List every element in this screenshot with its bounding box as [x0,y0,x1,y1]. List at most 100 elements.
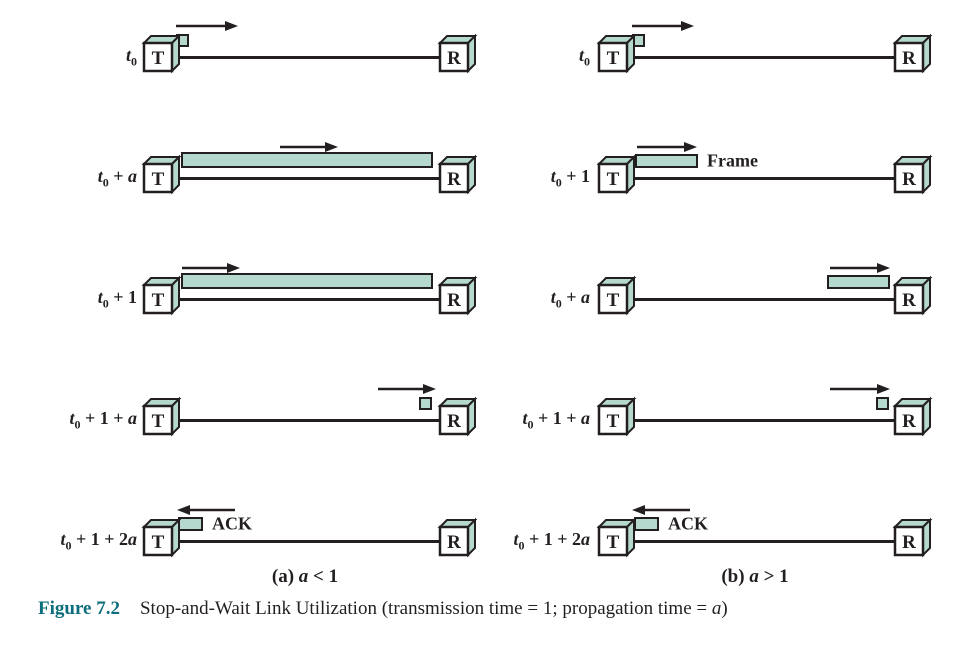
node-letter: T [607,532,620,553]
cube-front-face [142,525,174,557]
time-label-part: a [128,408,137,428]
time-label-part: t [69,408,75,428]
link-line [172,539,440,543]
time-label-part: a [581,529,590,549]
cube-front-face [142,283,174,315]
transmitter-node: T [141,517,182,558]
arrow-right-icon [830,263,890,273]
node-letter: T [607,48,620,69]
time-label: t0 + 1 [550,166,590,190]
receiver-node: R [892,154,933,195]
column-caption-part: a [749,566,759,587]
cube-front-face [438,283,470,315]
arrow-right-icon [378,384,436,394]
time-label: t0 + 1 + 2a [60,529,137,552]
arrow-left-icon [177,505,235,515]
transmitter-node: T [596,517,637,558]
cube-front-face [438,41,470,73]
time-label-part: t [550,166,556,186]
time-label: t0 + a [98,166,137,190]
time-label-part: a [128,529,137,549]
cube-front-face [142,404,174,436]
link-line [627,297,895,301]
time-label-part: 0 [584,54,590,69]
time-label-part: a [581,408,590,428]
time-label-part: 0 [527,417,534,432]
cube-front-face [438,525,470,557]
node-letter: T [607,290,620,311]
time-label: t0 [578,45,590,69]
link-line [627,176,895,180]
time-label-part: t [125,45,131,65]
link-line [172,55,440,59]
link-line [172,176,440,180]
time-label-part: + 1 + [533,408,581,428]
node-letter: R [447,48,461,69]
receiver-node: R [437,33,478,74]
receiver-node: R [437,517,478,558]
time-label: t0 + 1 + 2a [513,529,590,552]
node-letter: T [607,411,620,432]
cube-front-face [893,404,925,436]
figure-number-label: Figure 7.2 [38,598,120,619]
receiver-node: R [437,154,478,195]
transmitter-node: T [141,275,182,316]
time-label: t0 [125,45,137,69]
arrow-right-icon [632,21,694,31]
time-label-part: 0 [131,54,137,69]
node-letter: R [447,532,461,553]
frame-block-label: ACK [668,513,708,534]
node-letter: T [152,290,165,311]
column-caption-part: (b) [721,566,750,587]
time-label-part: 0 [555,175,562,190]
frame-block [181,273,433,289]
transmitter-node: T [141,396,182,437]
cube-front-face [597,41,629,73]
figure-caption-close: ) [721,598,728,619]
node-letter: T [152,48,165,69]
time-label-part: t [97,287,103,307]
column-caption-part: < 1 [308,566,339,587]
arrow-right-icon [830,384,890,394]
node-letter: T [152,532,165,553]
time-label-part: + 1 [561,166,590,186]
node-letter: R [902,411,916,432]
column-caption-part: (a) [271,566,299,587]
receiver-node: R [892,396,933,437]
cube-front-face [597,283,629,315]
node-letter: R [902,169,916,190]
column-caption-part: a [298,566,309,587]
cube-front-face [893,525,925,557]
time-label-part: + 1 + [80,408,128,428]
time-label-part: t [550,287,556,307]
transmitter-node: T [596,396,637,437]
time-label-part: t [578,45,584,65]
time-label-part: + 1 + 2 [71,529,128,549]
cube-front-face [893,41,925,73]
receiver-node: R [892,517,933,558]
frame-block-label: Frame [707,150,758,171]
link-line [627,55,895,59]
column-caption: (a) a < 1 [185,566,425,588]
node-letter: R [447,290,461,311]
node-letter: R [902,290,916,311]
cube-front-face [142,41,174,73]
node-letter: T [607,169,620,190]
node-letter: R [447,169,461,190]
link-line [172,418,440,422]
arrow-right-icon [280,142,338,152]
time-label-part: 0 [102,175,109,190]
frame-block [419,397,432,410]
receiver-node: R [437,275,478,316]
figure-caption-text: Stop-and-Wait Link Utilization (transmis… [139,598,712,619]
node-letter: R [447,411,461,432]
transmitter-node: T [596,275,637,316]
time-label: t0 + 1 + a [522,408,590,432]
ack-block [634,517,659,531]
frame-block [181,152,433,168]
node-letter: R [902,532,916,553]
time-label-part: + 1 [108,287,137,307]
arrow-right-icon [176,21,238,31]
receiver-node: R [892,275,933,316]
